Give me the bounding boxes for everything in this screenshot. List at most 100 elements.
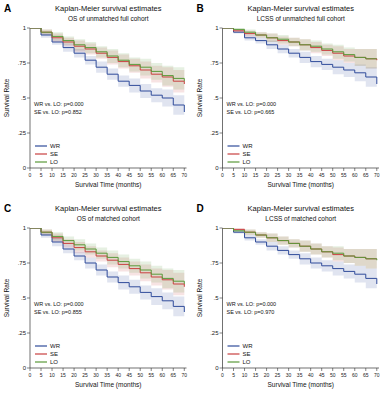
- panel-label: D: [197, 203, 204, 214]
- x-tick-label: 35: [104, 372, 110, 378]
- x-tick-label: 45: [319, 372, 325, 378]
- y-tick: [220, 168, 223, 169]
- confidence-band: [223, 228, 377, 271]
- y-tick: [220, 228, 223, 229]
- y-tick: [220, 28, 223, 29]
- x-tick: [107, 368, 108, 371]
- x-tick: [354, 368, 355, 371]
- x-tick: [266, 168, 267, 171]
- x-tick: [151, 368, 152, 371]
- y-tick-label: .25: [210, 330, 219, 336]
- legend-swatch: [35, 345, 47, 346]
- y-tick: [27, 133, 30, 134]
- survival-curve: [30, 228, 184, 312]
- x-tick: [184, 368, 185, 371]
- x-tick-label: 50: [137, 372, 143, 378]
- legend-swatch: [35, 153, 47, 154]
- y-tick: [220, 298, 223, 299]
- y-tick: [220, 133, 223, 134]
- title: Kaplan-Meier survival estimates: [55, 4, 162, 13]
- x-tick: [118, 368, 119, 371]
- x-tick-label: 65: [170, 172, 176, 178]
- x-tick: [52, 168, 53, 171]
- x-tick-label: 5: [40, 172, 43, 178]
- x-tick: [162, 368, 163, 371]
- survival-curve: [223, 28, 377, 60]
- x-tick: [266, 368, 267, 371]
- x-tick-label: 55: [148, 172, 154, 178]
- panel: AKaplan-Meier survival estimatesOS of un…: [3, 3, 187, 189]
- legend-label: SE: [50, 151, 58, 157]
- confidence-band: [30, 28, 184, 95]
- legend-label: WR: [243, 143, 254, 149]
- x-tick-label: 10: [242, 172, 248, 178]
- y-tick-label: 0: [23, 365, 27, 371]
- x-tick: [299, 368, 300, 371]
- y-tick: [27, 28, 30, 29]
- annotation: WR vs. LO: p=0.000: [34, 301, 84, 307]
- x-tick: [41, 168, 42, 171]
- legend-label: WR: [243, 343, 254, 349]
- x-tick-label: 50: [137, 172, 143, 178]
- title: Kaplan-Meier survival estimates: [248, 204, 355, 213]
- x-tick: [244, 368, 245, 371]
- x-tick: [30, 168, 31, 171]
- y-tick-label: .75: [18, 60, 27, 66]
- x-tick: [277, 368, 278, 371]
- x-tick: [96, 368, 97, 371]
- plot-area: [30, 228, 184, 325]
- legend-swatch: [228, 153, 240, 154]
- x-tick: [222, 368, 223, 371]
- panel-label: B: [197, 3, 204, 14]
- y-tick-label: .5: [213, 295, 219, 301]
- x-tick-label: 5: [40, 372, 43, 378]
- x-tick-label: 30: [286, 372, 292, 378]
- x-tick-label: 0: [29, 372, 32, 378]
- x-tick-label: 10: [49, 172, 55, 178]
- x-tick-label: 50: [330, 172, 336, 178]
- x-tick: [173, 168, 174, 171]
- x-tick-label: 0: [29, 172, 32, 178]
- legend-swatch: [228, 345, 240, 346]
- x-tick: [222, 168, 223, 171]
- y-axis-label: Survival Rate: [3, 78, 10, 117]
- x-tick-label: 10: [49, 372, 55, 378]
- x-tick-label: 65: [363, 172, 369, 178]
- x-tick: [365, 368, 366, 371]
- legend-label: LO: [243, 359, 251, 365]
- x-tick-label: 45: [126, 372, 132, 378]
- x-axis: [30, 368, 187, 369]
- x-tick-label: 40: [308, 372, 314, 378]
- x-axis: [223, 368, 380, 369]
- x-tick: [129, 168, 130, 171]
- y-tick: [27, 168, 30, 169]
- x-tick: [332, 368, 333, 371]
- confidence-band: [223, 28, 377, 101]
- y-tick: [27, 368, 30, 369]
- legend-label: LO: [50, 159, 58, 165]
- figure: AKaplan-Meier survival estimatesOS of un…: [0, 0, 385, 400]
- x-tick-label: 5: [232, 172, 235, 178]
- y-tick-label: 0: [23, 165, 27, 171]
- survival-curve: [223, 228, 377, 284]
- panel-label: C: [4, 203, 11, 214]
- confidence-band: [30, 228, 184, 298]
- x-tick-label: 35: [297, 372, 303, 378]
- legend-swatch: [228, 361, 240, 362]
- x-tick-label: 55: [341, 372, 347, 378]
- y-axis-label: Survival Rate: [3, 278, 10, 317]
- plot-area: [30, 28, 184, 125]
- confidence-band: [30, 28, 184, 125]
- x-tick: [299, 168, 300, 171]
- x-axis-label: Survival Time (months): [268, 181, 334, 189]
- subtitle: OS of unmatched full cohort: [68, 15, 149, 22]
- x-tick-label: 25: [82, 372, 88, 378]
- x-tick-label: 15: [253, 372, 259, 378]
- x-tick-label: 20: [71, 372, 77, 378]
- x-tick: [162, 168, 163, 171]
- x-tick-label: 40: [308, 172, 314, 178]
- x-tick-label: 25: [275, 172, 281, 178]
- y-tick: [27, 228, 30, 229]
- subtitle: OS of matched cohort: [77, 215, 140, 222]
- x-tick: [107, 168, 108, 171]
